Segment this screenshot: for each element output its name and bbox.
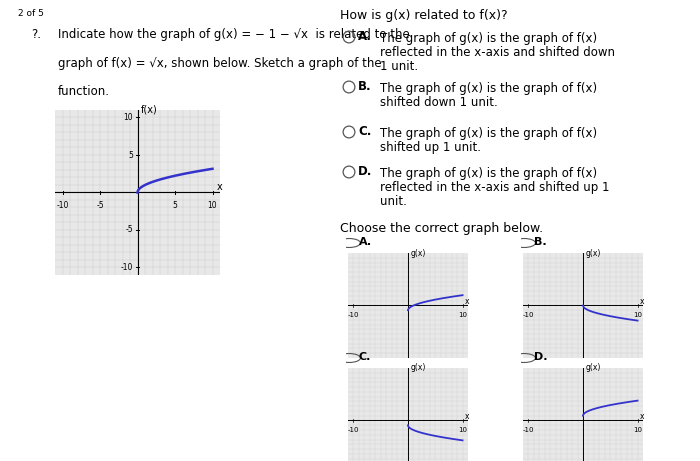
Text: function.: function. [58,85,110,98]
Text: -10: -10 [523,312,534,318]
Text: -10: -10 [56,201,69,211]
Text: 5: 5 [128,150,133,160]
Text: 10: 10 [208,201,217,211]
Text: Choose the correct graph below.: Choose the correct graph below. [340,222,543,235]
Text: The graph of g(x) is the graph of f(x): The graph of g(x) is the graph of f(x) [380,32,597,45]
Text: g(x): g(x) [411,364,426,372]
Text: A.: A. [359,236,372,247]
Text: The graph of g(x) is the graph of f(x): The graph of g(x) is the graph of f(x) [380,166,597,180]
Text: 10: 10 [633,312,642,318]
Text: D.: D. [534,352,547,361]
Text: reflected in the x-axis and shifted up 1: reflected in the x-axis and shifted up 1 [380,181,610,194]
Text: graph of f(x) = √x, shown below. Sketch a graph of the: graph of f(x) = √x, shown below. Sketch … [58,57,382,70]
Text: reflected in the x-axis and shifted down: reflected in the x-axis and shifted down [380,46,615,59]
Text: A.: A. [358,30,372,42]
Text: C.: C. [358,124,372,137]
Text: -10: -10 [348,312,359,318]
Text: f(x): f(x) [141,105,158,115]
Text: D.: D. [358,165,372,177]
Text: Indicate how the graph of g(x) = − 1 − √x  is related to the: Indicate how the graph of g(x) = − 1 − √… [58,28,410,41]
Text: The graph of g(x) is the graph of f(x): The graph of g(x) is the graph of f(x) [380,82,597,95]
Text: -5: -5 [96,201,104,211]
Text: x: x [465,412,469,421]
Text: x: x [640,297,644,306]
Text: -10: -10 [523,427,534,433]
Text: The graph of g(x) is the graph of f(x): The graph of g(x) is the graph of f(x) [380,127,597,140]
Text: -10: -10 [120,263,133,272]
Text: 1 unit.: 1 unit. [380,59,418,72]
Text: 2 of 5: 2 of 5 [18,10,44,18]
Text: shifted down 1 unit.: shifted down 1 unit. [380,95,498,109]
Text: 10: 10 [458,427,467,433]
Text: x: x [217,182,223,192]
Text: ?.: ?. [32,28,41,41]
Text: 5: 5 [173,201,177,211]
Text: g(x): g(x) [586,364,601,372]
Text: g(x): g(x) [411,248,426,258]
Text: C.: C. [359,352,371,361]
Text: -5: -5 [125,225,133,235]
Text: -10: -10 [348,427,359,433]
Text: How is g(x) related to f(x)?: How is g(x) related to f(x)? [340,8,508,22]
Text: 10: 10 [633,427,642,433]
Text: g(x): g(x) [586,248,601,258]
Text: B.: B. [534,236,547,247]
Text: B.: B. [358,80,372,93]
Text: shifted up 1 unit.: shifted up 1 unit. [380,141,481,154]
Text: unit.: unit. [380,195,407,207]
Text: x: x [465,297,469,306]
Text: 10: 10 [458,312,467,318]
Text: x: x [640,412,644,421]
Text: 10: 10 [123,113,133,122]
